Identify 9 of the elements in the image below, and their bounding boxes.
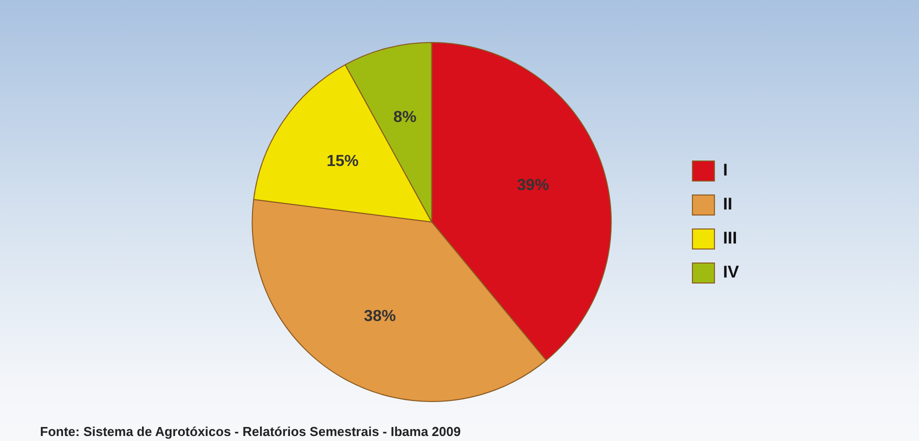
data-label: 15%	[326, 152, 359, 170]
data-label: 39%	[517, 176, 550, 194]
legend-label: I	[722, 160, 728, 180]
data-label: 38%	[364, 308, 396, 325]
data-label: 8%	[393, 109, 416, 126]
source-note: Fonte: Sistema de Agrotóxicos - Relatórios Semestrais - Ibama 2009	[40, 424, 461, 439]
legend-label: IV	[722, 262, 740, 282]
legend-label: III	[722, 228, 738, 248]
legend-label: II	[722, 194, 732, 214]
